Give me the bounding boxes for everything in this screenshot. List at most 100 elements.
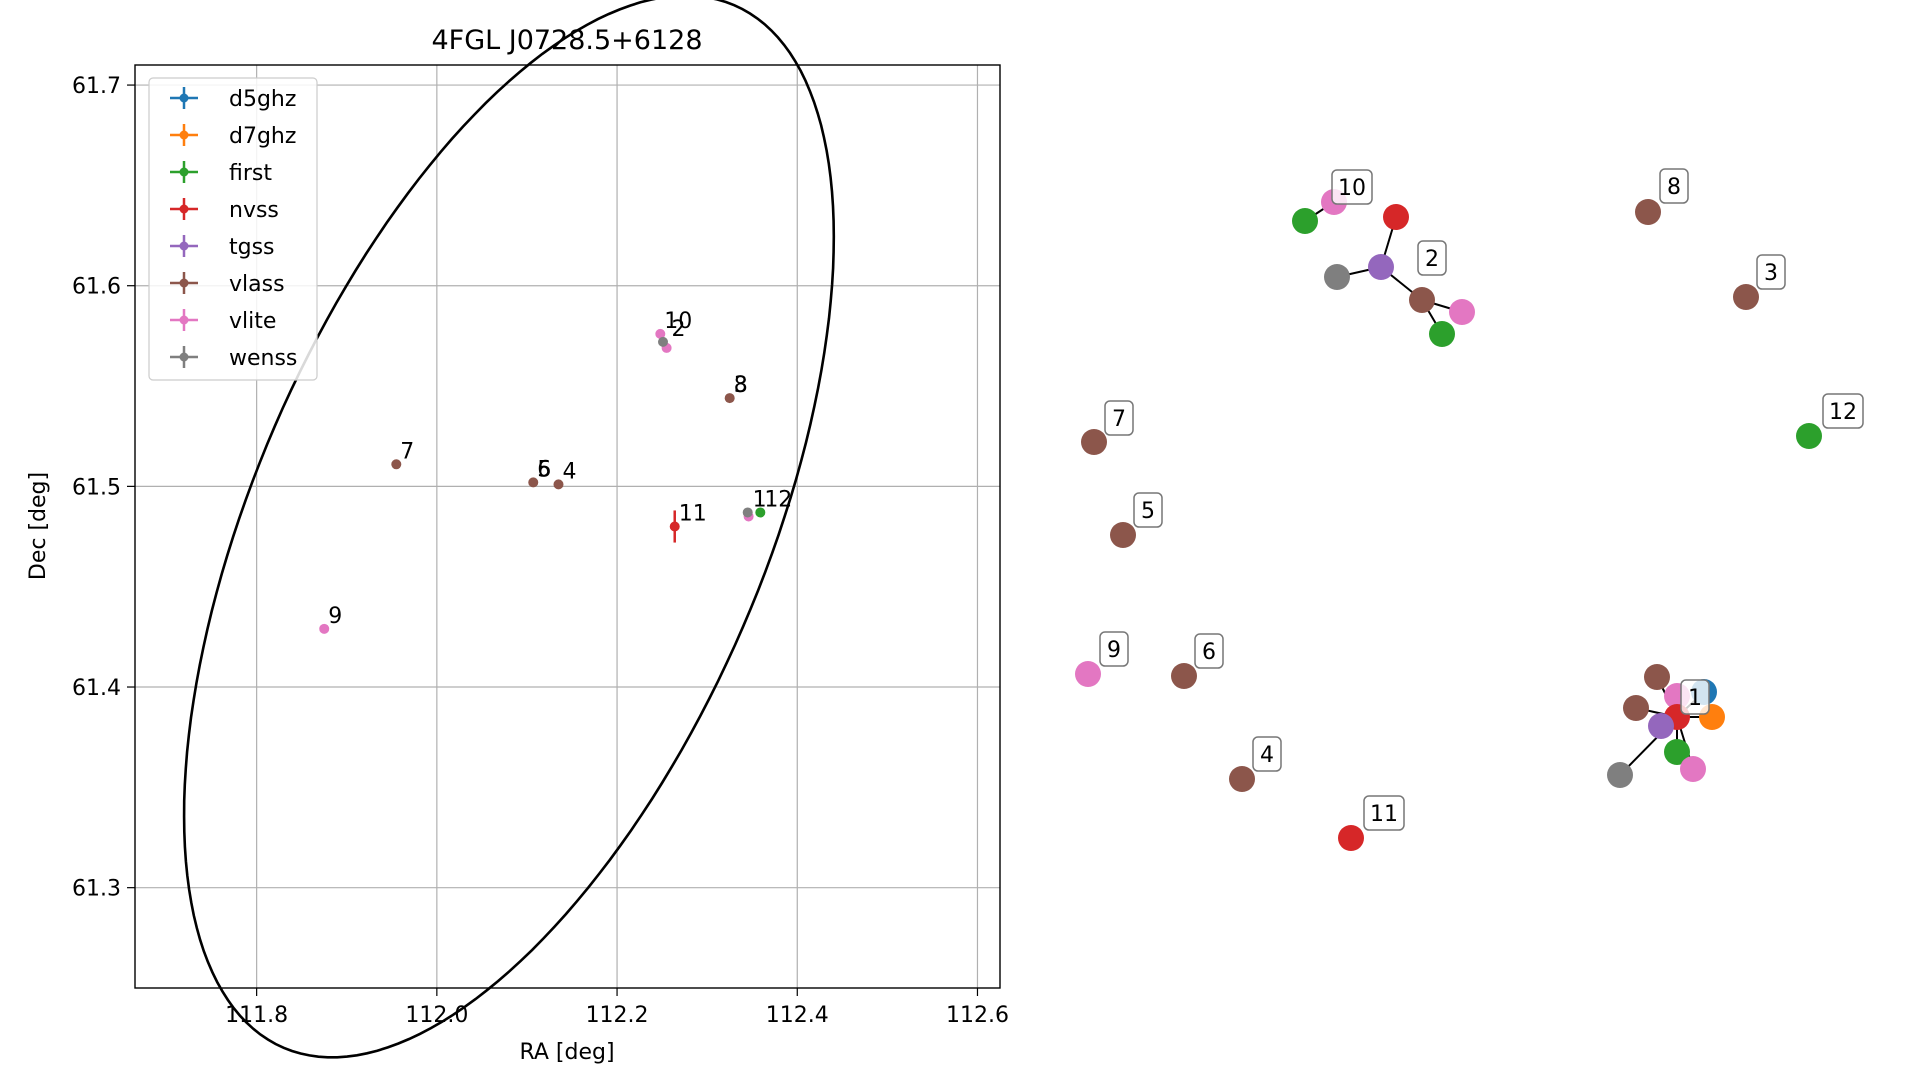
legend-label-tgss: tgss	[229, 235, 275, 260]
graph-node-label: 6	[1194, 633, 1224, 669]
point-label: 9	[328, 604, 342, 629]
graph-node-first	[1796, 423, 1822, 449]
x-axis-label: RA [deg]	[519, 1040, 614, 1065]
node-label-box	[1099, 631, 1129, 667]
graph-node-label: 10	[1331, 169, 1373, 205]
vlass-point	[528, 477, 539, 488]
graph-edges	[1304, 201, 1712, 776]
point-label: 10	[664, 309, 692, 334]
graph-node-vlass	[1409, 287, 1435, 313]
vlass-point	[724, 393, 735, 404]
graph-node-label: 9	[1099, 631, 1129, 667]
graph-node-nvss	[1383, 204, 1409, 230]
legend-dot-vlass	[179, 278, 189, 288]
vlass-point	[391, 459, 402, 470]
node-label-box	[1822, 393, 1864, 429]
graph-node-wenss	[1324, 264, 1350, 290]
node-label-text: 11	[1370, 802, 1398, 827]
graph-node-first	[1429, 321, 1455, 347]
legend-dot-d7ghz	[179, 130, 189, 140]
legend: d5ghz d7ghz first nvss tgss vlass vlite wenss	[148, 77, 318, 381]
graph-node-vlass	[1171, 663, 1197, 689]
legend-dot-d5ghz	[179, 93, 189, 103]
point-label: 5	[537, 457, 551, 482]
legend-dot-first	[179, 167, 189, 177]
graph-node-vlass	[1623, 695, 1649, 721]
wenss-point	[658, 336, 669, 347]
vlite-point	[655, 328, 666, 339]
graph-node-vlass	[1081, 429, 1107, 455]
grid-lines	[135, 65, 1000, 988]
y-tick-label: 61.4	[72, 676, 121, 701]
node-label-box	[1363, 795, 1405, 831]
graph-node-label: 12	[1822, 393, 1864, 429]
graph-node-label: 4	[1252, 736, 1282, 772]
graph-node-label: 5	[1133, 492, 1163, 528]
graph-node-label: 8	[1659, 168, 1689, 204]
point-label: 11	[679, 502, 707, 527]
data-points	[319, 328, 766, 634]
node-label-box	[1756, 254, 1786, 290]
node-label-box	[1417, 240, 1447, 276]
graph-node-vlass	[1635, 199, 1661, 225]
node-label-text: 9	[1107, 638, 1121, 663]
graph-node-tgss	[1648, 713, 1674, 739]
legend-dot-tgss	[179, 241, 189, 251]
graph-node-first	[1292, 208, 1318, 234]
graph-node-label: 1	[1680, 679, 1710, 715]
node-label-text: 8	[1667, 175, 1681, 200]
localization-ellipse	[182, 0, 836, 1059]
x-tick-label: 112.4	[766, 1003, 829, 1028]
graph-node-vlass	[1644, 664, 1670, 690]
graph-node-label: 3	[1756, 254, 1786, 290]
vlite-point	[319, 623, 330, 634]
legend-dot-nvss	[179, 204, 189, 214]
node-label-text: 10	[1338, 176, 1366, 201]
node-label-box	[1104, 400, 1134, 436]
graph-node-vlass	[1229, 766, 1255, 792]
node-label-text: 2	[1425, 247, 1439, 272]
graph-node-wenss	[1607, 762, 1633, 788]
x-tick-label: 112.6	[946, 1003, 1009, 1028]
point-label: 1	[753, 487, 767, 512]
point-label: 12	[764, 487, 792, 512]
axis-ticks: 111.8 112.0 112.2 112.4 112.6 61.3 61.4 61.5 61.…	[72, 74, 1009, 1028]
node-label-box	[1331, 169, 1373, 205]
point-label: 8	[734, 373, 748, 398]
graph-node-vlite	[1680, 756, 1706, 782]
wenss-point	[742, 507, 753, 518]
node-label-text: 4	[1260, 743, 1274, 768]
node-label-text: 1	[1688, 686, 1702, 711]
legend-label-vlite: vlite	[229, 309, 276, 334]
first-point	[755, 507, 766, 518]
legend-label-d7ghz: d7ghz	[229, 124, 296, 149]
node-label-text: 7	[1112, 407, 1126, 432]
node-label-text: 6	[1202, 640, 1216, 665]
y-axis-label: Dec [deg]	[26, 472, 51, 580]
graph-node-vlass	[1733, 284, 1759, 310]
ellipse-layer	[182, 0, 836, 1059]
graph-node-label: 11	[1363, 795, 1405, 831]
legend-label-first: first	[229, 161, 272, 186]
graph-node-vlite	[1075, 661, 1101, 687]
legend-label-nvss: nvss	[229, 198, 279, 223]
point-label: 3	[734, 373, 748, 398]
point-label: 2	[672, 317, 686, 342]
y-tick-label: 61.6	[72, 275, 121, 300]
nvss-point	[669, 521, 680, 532]
y-tick-label: 61.7	[72, 74, 121, 99]
point-label: 6	[537, 457, 551, 482]
node-label-text: 12	[1829, 400, 1857, 425]
graph-node-first	[1664, 739, 1690, 765]
point-label: 4	[562, 459, 576, 484]
legend-label-wenss: wenss	[229, 346, 297, 371]
chart-title: 4FGL J0728.5+6128	[431, 25, 702, 56]
node-label-text: 3	[1764, 261, 1778, 286]
y-tick-label: 61.5	[72, 475, 121, 500]
x-tick-label: 112.2	[586, 1003, 649, 1028]
node-label-box	[1133, 492, 1163, 528]
